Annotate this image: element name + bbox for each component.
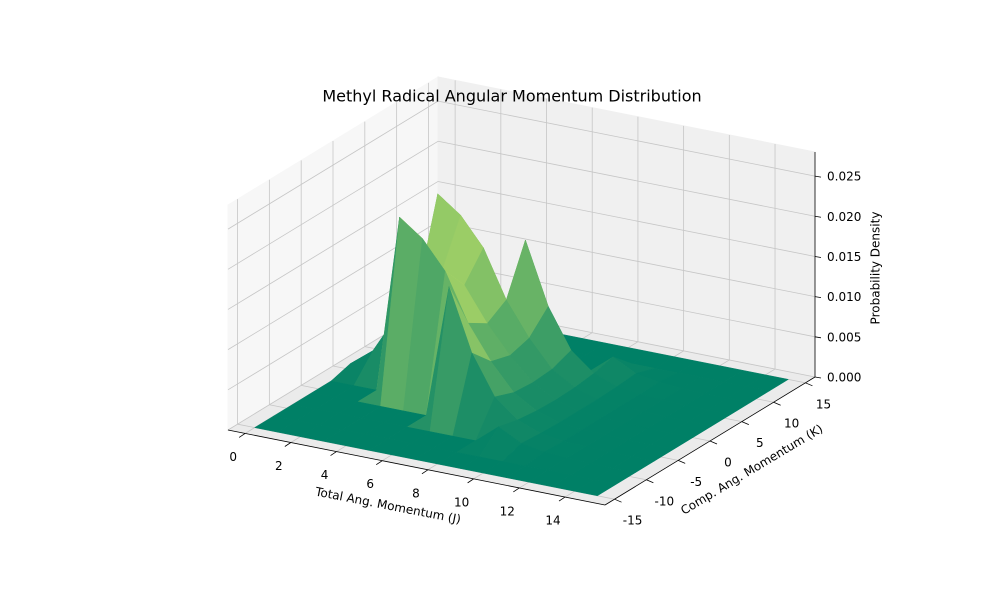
- grid-line: [437, 100, 816, 177]
- tick-mark: [330, 451, 337, 456]
- tick-mark: [741, 421, 749, 425]
- chart-title: Methyl Radical Angular Momentum Distribu…: [322, 87, 701, 106]
- y-tick-label: 5: [756, 436, 764, 450]
- grid-line: [437, 140, 816, 217]
- tick-mark: [467, 478, 474, 484]
- tick-mark: [646, 479, 654, 484]
- y-tick-label: -10: [655, 494, 675, 508]
- x-tick-label: 2: [275, 459, 283, 473]
- tick-mark: [376, 460, 383, 466]
- tick-mark: [678, 460, 686, 464]
- grid-line: [437, 221, 816, 298]
- tick-mark: [805, 382, 813, 387]
- z-tick-label: 0.015: [827, 250, 861, 264]
- x-axis-label: Total Ang. Momentum (J): [313, 484, 462, 526]
- tick-mark: [614, 498, 622, 503]
- tick-mark: [238, 433, 246, 438]
- x-tick-label: 10: [454, 495, 469, 509]
- grid-line: [227, 100, 439, 230]
- grid-line: [437, 181, 816, 257]
- y-tick-label: 0: [724, 456, 732, 470]
- z-tick-label: 0.000: [827, 371, 861, 385]
- axes: 0 2 4 6 8 10 12 14 -15 -10 -5 0 5 10 15 0.000 0.005 0.010…: [227, 152, 861, 528]
- x-tick-label: 6: [366, 477, 374, 491]
- tick-mark: [814, 376, 822, 379]
- tick-mark: [773, 401, 781, 406]
- tick-mark: [814, 215, 822, 218]
- y-tick-label: -5: [690, 475, 702, 489]
- tick-mark: [421, 469, 429, 475]
- tick-mark: [814, 336, 822, 339]
- grid-line: [227, 140, 439, 270]
- grid-line: [227, 181, 439, 310]
- tick-mark: [709, 440, 718, 445]
- x-tick-label: 8: [412, 486, 420, 500]
- y-tick-label: -15: [623, 514, 643, 528]
- z-tick-label: 0.005: [827, 330, 861, 344]
- tick-mark: [814, 175, 822, 178]
- z-tick-label: 0.010: [827, 290, 861, 304]
- surface: [254, 193, 789, 497]
- surface-patch: [573, 479, 618, 497]
- x-tick-label: 4: [321, 468, 329, 482]
- z-tick-label: 0.025: [827, 170, 861, 184]
- tick-mark: [513, 487, 520, 493]
- z-tick-label: 0.020: [827, 210, 861, 224]
- axis-line: [227, 429, 606, 506]
- grid-line: [437, 261, 816, 338]
- y-tick-label: 15: [816, 397, 831, 411]
- axis-line: [604, 376, 816, 506]
- y-tick-label: 10: [784, 417, 799, 431]
- tick-mark: [558, 496, 566, 502]
- x-tick-label: 14: [545, 514, 560, 528]
- tick-mark: [814, 296, 822, 299]
- z-axis-label: Probability Density: [869, 212, 883, 325]
- tick-mark: [814, 256, 822, 258]
- x-tick-label: 12: [500, 504, 515, 518]
- x-tick-label: 0: [229, 450, 237, 464]
- tick-mark: [284, 442, 292, 447]
